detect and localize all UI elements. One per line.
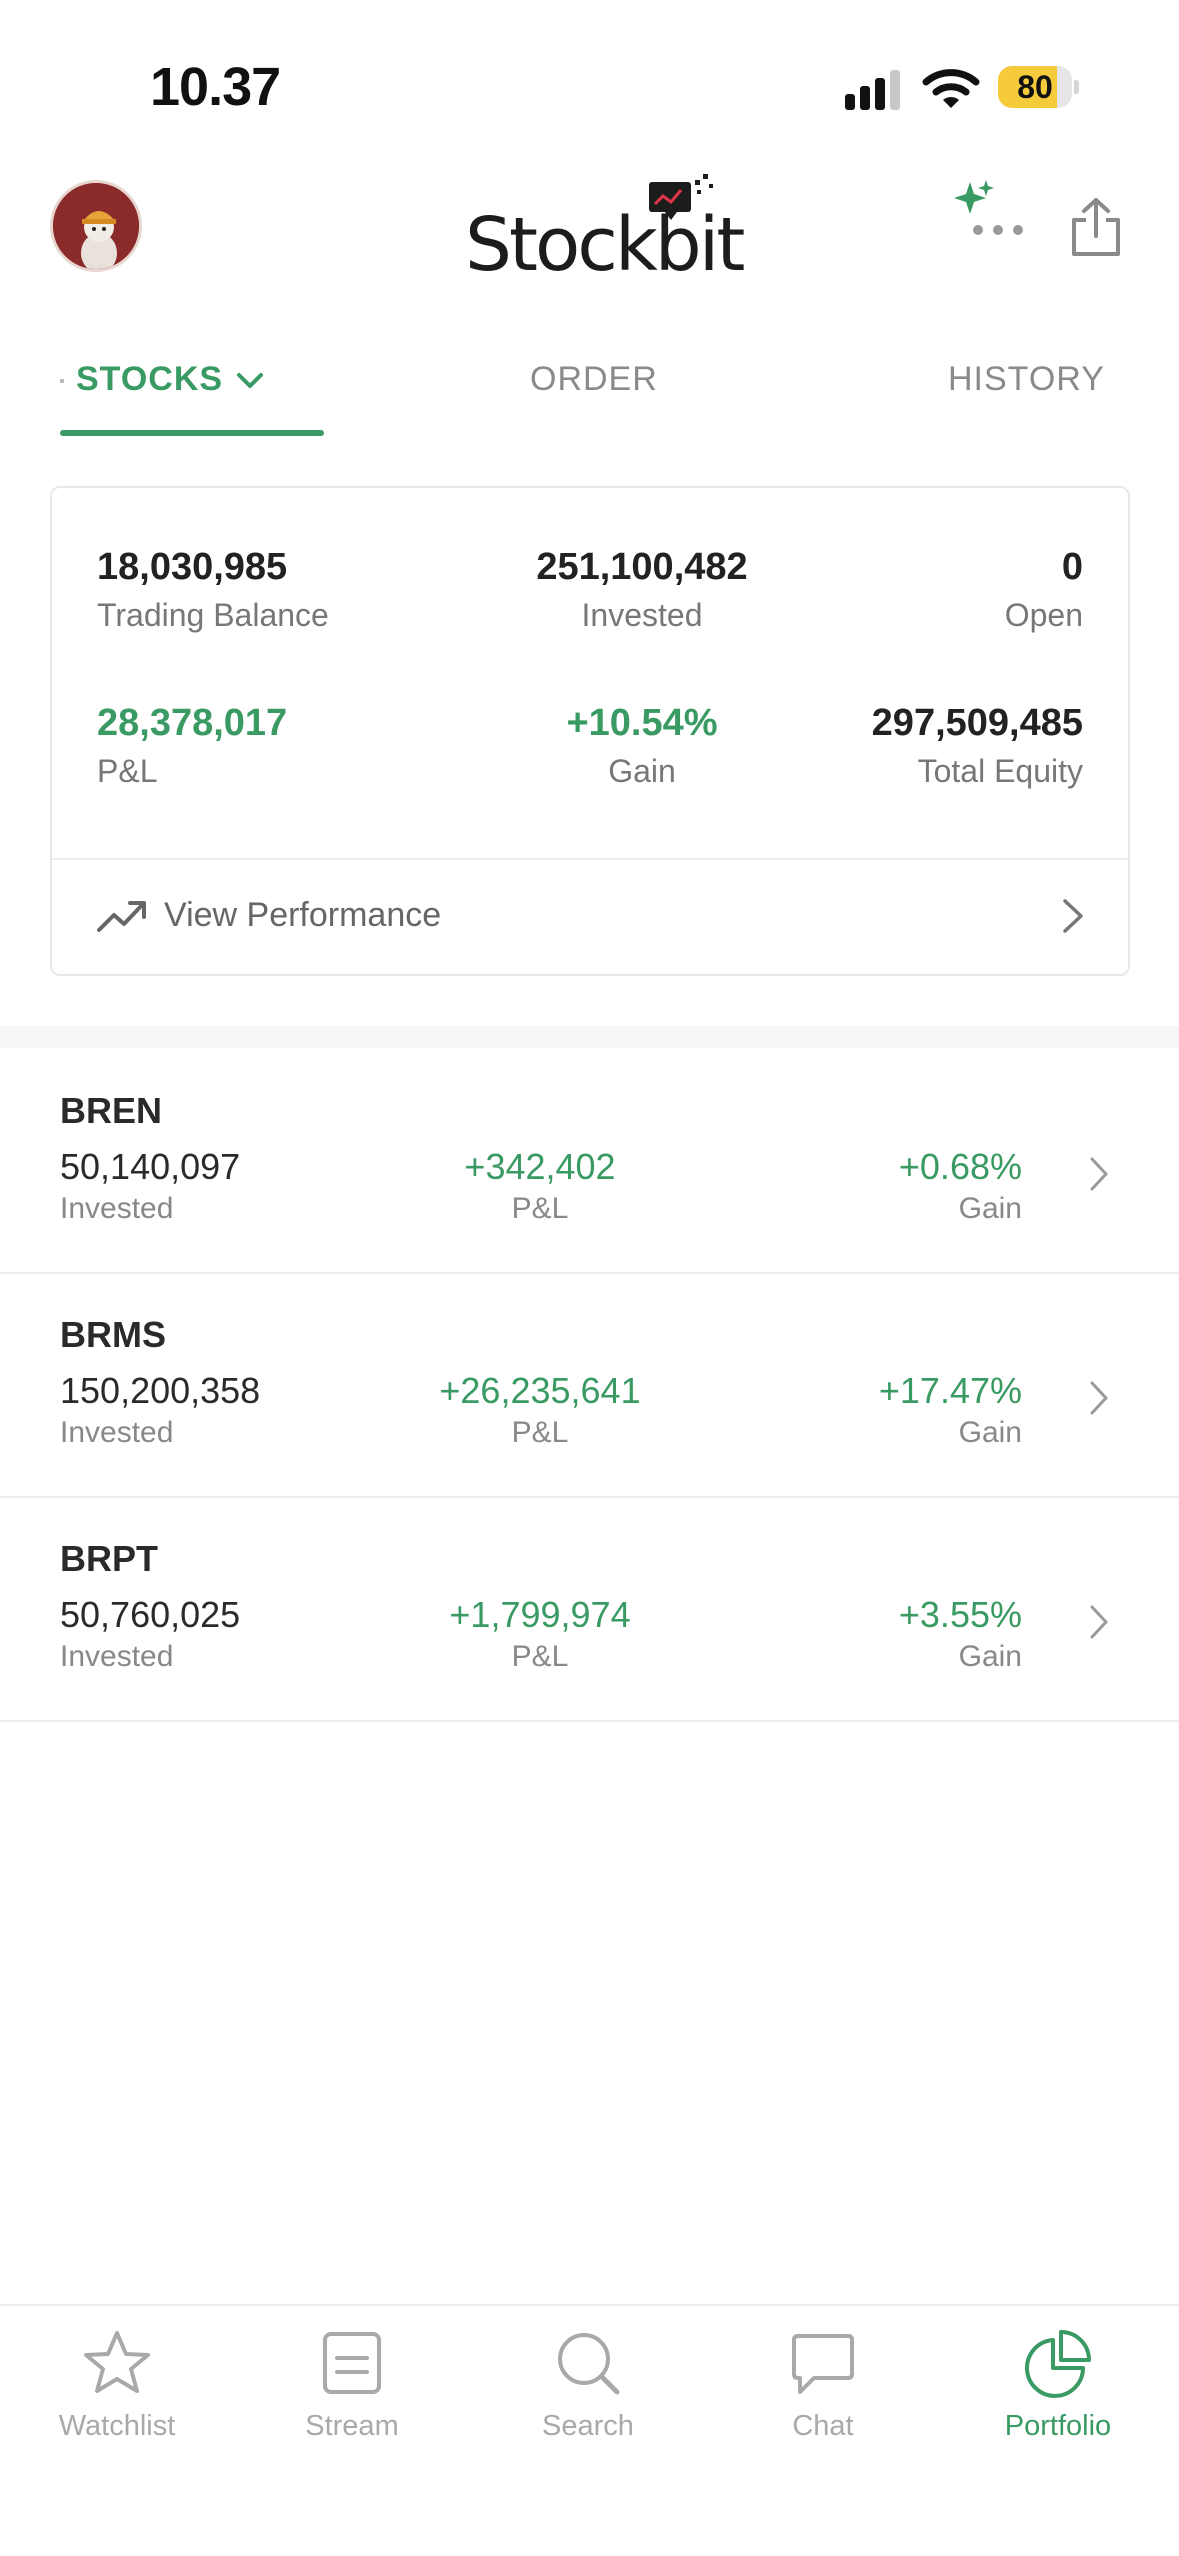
holding-ticker: BRMS bbox=[60, 1314, 166, 1355]
holding-invested-value: 150,200,358 bbox=[60, 1370, 261, 1411]
pnl-total-label: P&L bbox=[97, 753, 158, 789]
total-equity-value: 297,509,485 bbox=[871, 702, 1083, 744]
view-performance-label: View Performance bbox=[164, 896, 442, 934]
total-equity: 297,509,485 Total Equity bbox=[872, 702, 1083, 790]
nav-portfolio[interactable]: Portfolio bbox=[958, 2328, 1158, 2443]
gain-total: +10.54% Gain bbox=[432, 702, 852, 790]
holding-invested-value: 50,140,097 bbox=[60, 1146, 241, 1187]
avatar[interactable] bbox=[50, 180, 142, 272]
avatar-image bbox=[53, 183, 139, 269]
search-icon bbox=[558, 2333, 620, 2395]
holding-ticker: BRPT bbox=[60, 1538, 158, 1579]
nav-portfolio-label: Portfolio bbox=[1004, 2410, 1112, 2442]
view-performance-button[interactable]: View Performance bbox=[52, 860, 1128, 974]
gain-total-value: +10.54% bbox=[566, 702, 718, 744]
holding-pnl-value: +342,402 bbox=[464, 1146, 616, 1187]
holding-invested-label: Invested bbox=[60, 1192, 174, 1225]
nav-chat[interactable]: Chat bbox=[723, 2328, 923, 2443]
open-orders: 0 Open bbox=[1005, 546, 1083, 634]
cellular-signal-icon bbox=[845, 70, 900, 110]
gain-total-label: Gain bbox=[608, 753, 676, 789]
holding-gain-value: +17.47% bbox=[878, 1370, 1022, 1411]
trending-up-icon bbox=[97, 901, 146, 932]
holding-pnl-label: P&L bbox=[511, 1416, 569, 1449]
nav-search[interactable]: Search bbox=[488, 2328, 688, 2443]
share-icon[interactable] bbox=[1068, 196, 1124, 258]
holding-gain-value: +0.68% bbox=[898, 1146, 1022, 1187]
chevron-down-icon bbox=[237, 373, 264, 389]
logo-mark-icon bbox=[649, 174, 713, 220]
holding-row-brpt[interactable]: BRPT 50,760,025 Invested +1,799,974 P&L +3… bbox=[0, 1498, 1179, 1722]
active-tab-indicator bbox=[60, 430, 324, 436]
chevron-right-icon bbox=[1063, 899, 1083, 933]
nav-watchlist-label: Watchlist bbox=[58, 2410, 176, 2442]
holding-row-brms[interactable]: BRMS 150,200,358 Invested +26,235,641 P&L … bbox=[0, 1274, 1179, 1498]
status-time: 10.37 bbox=[150, 57, 281, 117]
holding-pnl-label: P&L bbox=[511, 1192, 569, 1225]
pie-chart-icon bbox=[1025, 2330, 1091, 2398]
status-bar: 10.37 80 bbox=[0, 0, 1179, 170]
star-icon bbox=[84, 2331, 150, 2393]
holding-pnl-value: +26,235,641 bbox=[439, 1370, 641, 1411]
chevron-right-icon bbox=[1090, 1605, 1108, 1639]
holding-gain-value: +3.55% bbox=[898, 1594, 1022, 1635]
chevron-right-icon bbox=[1090, 1381, 1108, 1415]
holding-invested-label: Invested bbox=[60, 1640, 174, 1673]
pnl-total: 28,378,017 P&L bbox=[97, 702, 287, 790]
nav-search-label: Search bbox=[542, 2410, 634, 2442]
nav-watchlist[interactable]: Watchlist bbox=[17, 2328, 217, 2443]
invested-total-value: 251,100,482 bbox=[536, 546, 748, 588]
chevron-right-icon bbox=[1090, 1157, 1108, 1191]
tab-order[interactable]: ORDER bbox=[530, 360, 658, 398]
nav-chat-label: Chat bbox=[792, 2410, 854, 2442]
tab-stocks[interactable]: STOCKS bbox=[60, 360, 324, 399]
pnl-total-value: 28,378,017 bbox=[97, 702, 288, 744]
tab-history[interactable]: HISTORY bbox=[948, 360, 1105, 398]
holding-invested-label: Invested bbox=[60, 1416, 174, 1449]
holding-pnl-value: +1,799,974 bbox=[449, 1594, 631, 1635]
holding-gain-label: Gain bbox=[958, 1192, 1022, 1225]
sparkle-icon[interactable] bbox=[950, 178, 1030, 244]
holding-gain-label: Gain bbox=[958, 1640, 1022, 1673]
invested-total: 251,100,482 Invested bbox=[432, 546, 852, 634]
nav-stream[interactable]: Stream bbox=[252, 2328, 452, 2443]
holding-invested-value: 50,760,025 bbox=[60, 1594, 241, 1635]
holding-gain-label: Gain bbox=[958, 1416, 1022, 1449]
logo-text: Stockbit bbox=[465, 202, 745, 288]
open-orders-label: Open bbox=[1004, 597, 1083, 633]
open-orders-value: 0 bbox=[1061, 546, 1083, 588]
holding-ticker: BREN bbox=[60, 1090, 163, 1131]
holding-pnl-label: P&L bbox=[511, 1640, 569, 1673]
portfolio-tabs: STOCKS ORDER HISTORY bbox=[0, 340, 1179, 440]
invested-total-label: Invested bbox=[581, 597, 703, 633]
trading-balance: 18,030,985 Trading Balance bbox=[97, 546, 329, 634]
holding-row-bren[interactable]: BREN 50,140,097 Invested +342,402 P&L +0.6… bbox=[0, 1050, 1179, 1274]
battery-indicator: 80 bbox=[998, 66, 1079, 108]
trading-balance-label: Trading Balance bbox=[97, 597, 329, 633]
portfolio-summary-card: 18,030,985 Trading Balance 251,100,482 I… bbox=[50, 486, 1130, 976]
total-equity-label: Total Equity bbox=[917, 753, 1083, 789]
stockbit-logo: Stockbit bbox=[465, 172, 745, 288]
trading-balance-value: 18,030,985 bbox=[97, 546, 288, 588]
bottom-navigation: Watchlist Stream Search Chat Portfolio bbox=[0, 2304, 1179, 2556]
chat-icon bbox=[792, 2334, 854, 2394]
stream-icon bbox=[323, 2332, 381, 2394]
nav-stream-label: Stream bbox=[305, 2410, 399, 2442]
card-divider bbox=[52, 858, 1128, 860]
section-separator bbox=[0, 1026, 1179, 1048]
battery-percent: 80 bbox=[1017, 69, 1053, 105]
tab-stocks-label: STOCKS bbox=[76, 360, 224, 398]
wifi-icon bbox=[922, 69, 980, 108]
